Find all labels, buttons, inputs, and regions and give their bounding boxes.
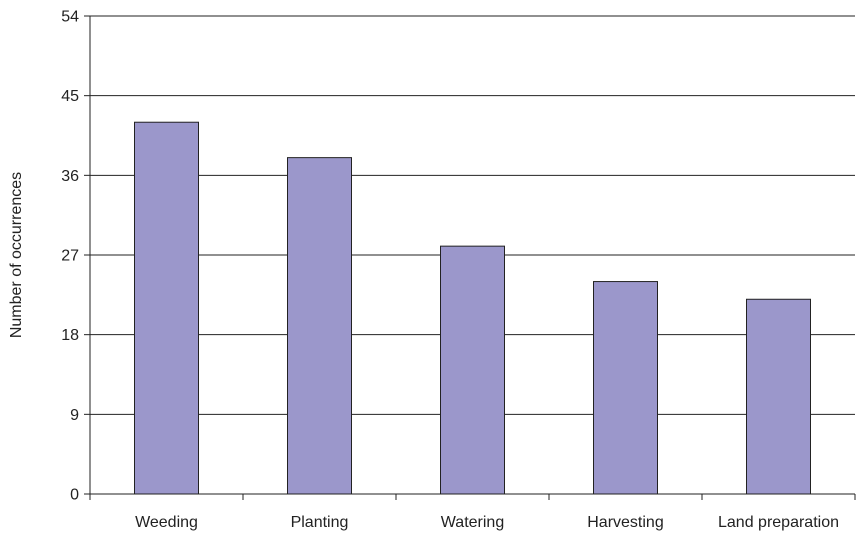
- y-tick-labels: 0 9 18 27 36 45 54: [61, 9, 79, 504]
- y-tick-label: 54: [61, 9, 79, 26]
- bars: [134, 121, 811, 495]
- y-tick-label: 18: [61, 327, 79, 344]
- x-tick-label: Land preparation: [718, 514, 839, 531]
- y-tick-label: 36: [61, 168, 79, 185]
- x-tick-label: Weeding: [135, 514, 198, 531]
- y-axis-title: Number of occurrences: [8, 172, 25, 338]
- x-tick-labels: Weeding Planting Watering Harvesting Land pr…: [135, 514, 839, 531]
- y-tick-label: 27: [61, 248, 79, 265]
- x-tick-label: Harvesting: [587, 514, 663, 531]
- bar-land-preparation: [746, 298, 811, 495]
- axes: [84, 15, 856, 500]
- bar-watering: [440, 245, 505, 495]
- bar-harvesting: [593, 281, 658, 495]
- y-tick-label: 45: [61, 88, 79, 105]
- y-tick-label: 9: [70, 407, 79, 424]
- bar-weeding: [134, 121, 199, 495]
- x-tick-label: Planting: [291, 514, 349, 531]
- x-tick-label: Watering: [441, 514, 504, 531]
- bar-planting: [287, 157, 352, 495]
- y-tick-label: 0: [70, 487, 79, 504]
